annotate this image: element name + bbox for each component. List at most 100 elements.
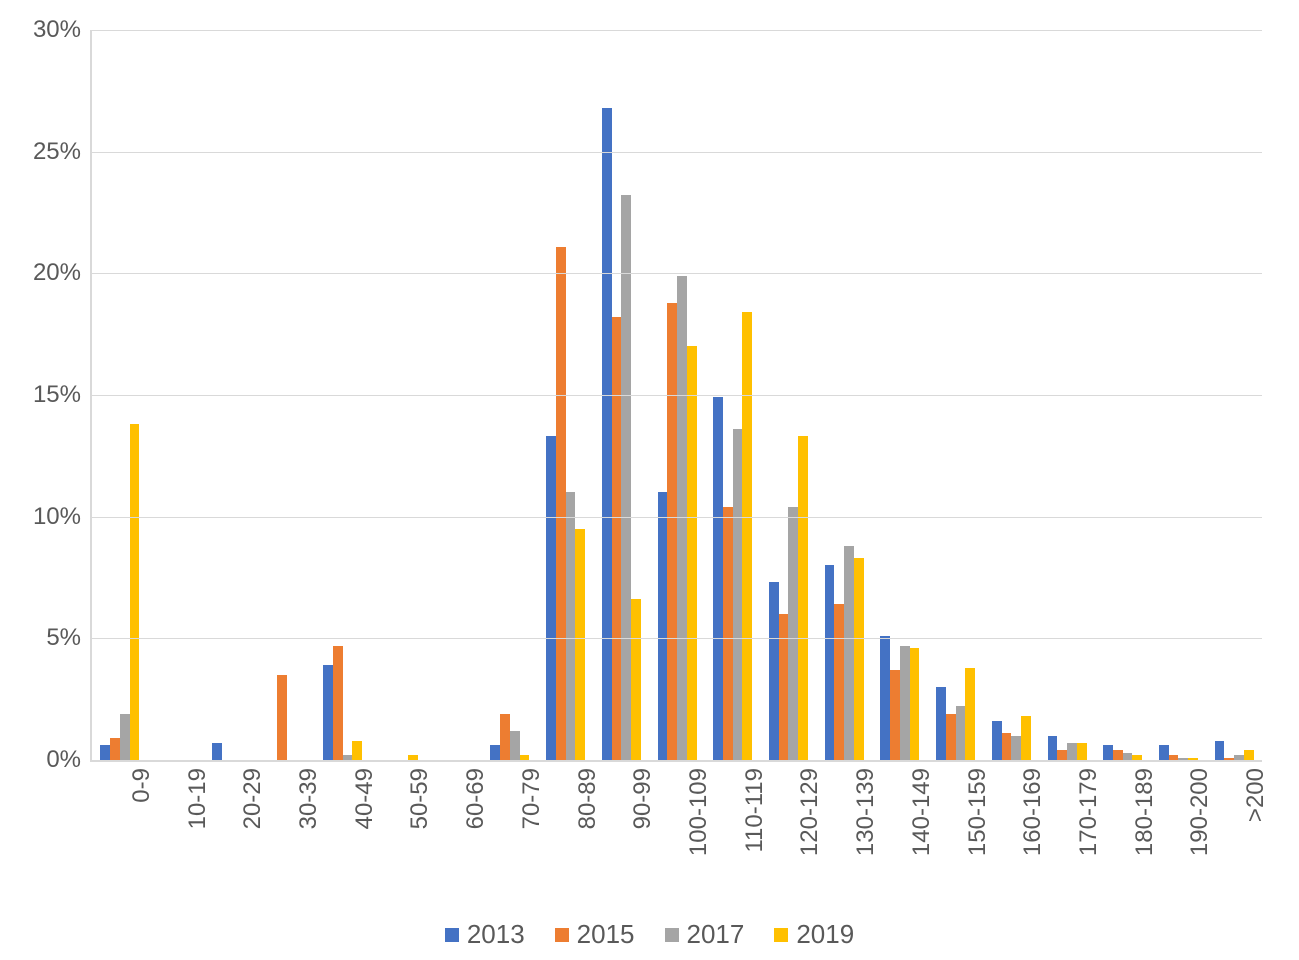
x-axis-label: 170-179 (1075, 768, 1103, 856)
x-axis-label: 90-99 (629, 768, 657, 829)
bar (1103, 745, 1113, 760)
x-axis-label: 10-19 (184, 768, 212, 829)
y-axis-label: 0% (46, 746, 81, 774)
bar (1048, 736, 1058, 760)
bar (880, 636, 890, 760)
bar (769, 582, 779, 760)
gridline (92, 30, 1262, 31)
bar (1113, 750, 1123, 760)
y-axis-label: 20% (33, 259, 81, 287)
bar (956, 706, 966, 760)
bar (130, 424, 140, 760)
x-axis-label: 30-39 (295, 768, 323, 829)
bar (490, 745, 500, 760)
bar (343, 755, 353, 760)
bar (100, 745, 110, 760)
bar (212, 743, 222, 760)
x-axis-label: 60-69 (462, 768, 490, 829)
x-axis-label: 0-9 (128, 768, 156, 803)
bar (1188, 758, 1198, 760)
legend-item: 2019 (774, 919, 854, 950)
x-axis-label: 180-189 (1131, 768, 1159, 856)
bar (277, 675, 287, 760)
x-axis-label: 190-200 (1186, 768, 1214, 856)
x-axis-label: 100-109 (685, 768, 713, 856)
x-axis-label: 110-119 (741, 768, 769, 853)
bar (1057, 750, 1067, 760)
gridline (92, 638, 1262, 639)
bar (612, 317, 622, 760)
legend-label: 2013 (467, 919, 525, 950)
bar (723, 507, 733, 760)
legend-swatch (665, 928, 679, 942)
y-axis-label: 15% (33, 381, 81, 409)
bar (520, 755, 530, 760)
x-axis-label: 50-59 (406, 768, 434, 829)
bar (602, 108, 612, 760)
gridline (92, 517, 1262, 518)
bar (352, 741, 362, 760)
bar (965, 668, 975, 760)
bar (788, 507, 798, 760)
bar (333, 646, 343, 760)
chart-container: 2013201520172019 0%5%10%15%20%25%30%0-91… (0, 0, 1299, 960)
bar (713, 397, 723, 760)
bar (510, 731, 520, 760)
y-axis-label: 10% (33, 503, 81, 531)
bar (890, 670, 900, 760)
bar (658, 492, 668, 760)
legend-item: 2015 (555, 919, 635, 950)
legend-label: 2015 (577, 919, 635, 950)
x-axis-label: 70-79 (518, 768, 546, 829)
bar (323, 665, 333, 760)
bar (408, 755, 418, 760)
plot-area (90, 30, 1262, 762)
legend-label: 2017 (687, 919, 745, 950)
bar (1169, 755, 1179, 760)
x-axis-label: 20-29 (239, 768, 267, 829)
legend-swatch (445, 928, 459, 942)
bar (110, 738, 120, 760)
legend-item: 2017 (665, 919, 745, 950)
x-axis-label: 140-149 (908, 768, 936, 856)
legend: 2013 2015 2017 2019 (0, 919, 1299, 950)
x-axis-label: 120-129 (796, 768, 824, 856)
bar (1067, 743, 1077, 760)
bar (1159, 745, 1169, 760)
bar (733, 429, 743, 760)
bar (825, 565, 835, 760)
bar (667, 303, 677, 760)
x-axis-label: 40-49 (351, 768, 379, 829)
bar (946, 714, 956, 760)
bar (120, 714, 130, 760)
bar (834, 604, 844, 760)
legend-item: 2013 (445, 919, 525, 950)
bar (566, 492, 576, 760)
bar (1244, 750, 1254, 760)
x-axis-label: >200 (1242, 768, 1270, 822)
bar (779, 614, 789, 760)
gridline (92, 395, 1262, 396)
legend-label: 2019 (796, 919, 854, 950)
bar (1178, 758, 1188, 760)
bar (1002, 733, 1012, 760)
bar (631, 599, 641, 760)
x-axis-label: 150-159 (964, 768, 992, 856)
bar (900, 646, 910, 760)
bar (677, 276, 687, 760)
bar (546, 436, 556, 760)
bar (500, 714, 510, 760)
bar (575, 529, 585, 760)
bar (556, 247, 566, 760)
bar (1132, 755, 1142, 760)
bar (992, 721, 1002, 760)
y-axis-label: 30% (33, 16, 81, 44)
legend-swatch (774, 928, 788, 942)
gridline (92, 273, 1262, 274)
bar (1234, 755, 1244, 760)
y-axis-label: 5% (46, 624, 81, 652)
bar (1215, 741, 1225, 760)
bar (844, 546, 854, 760)
bar (1077, 743, 1087, 760)
bar (936, 687, 946, 760)
